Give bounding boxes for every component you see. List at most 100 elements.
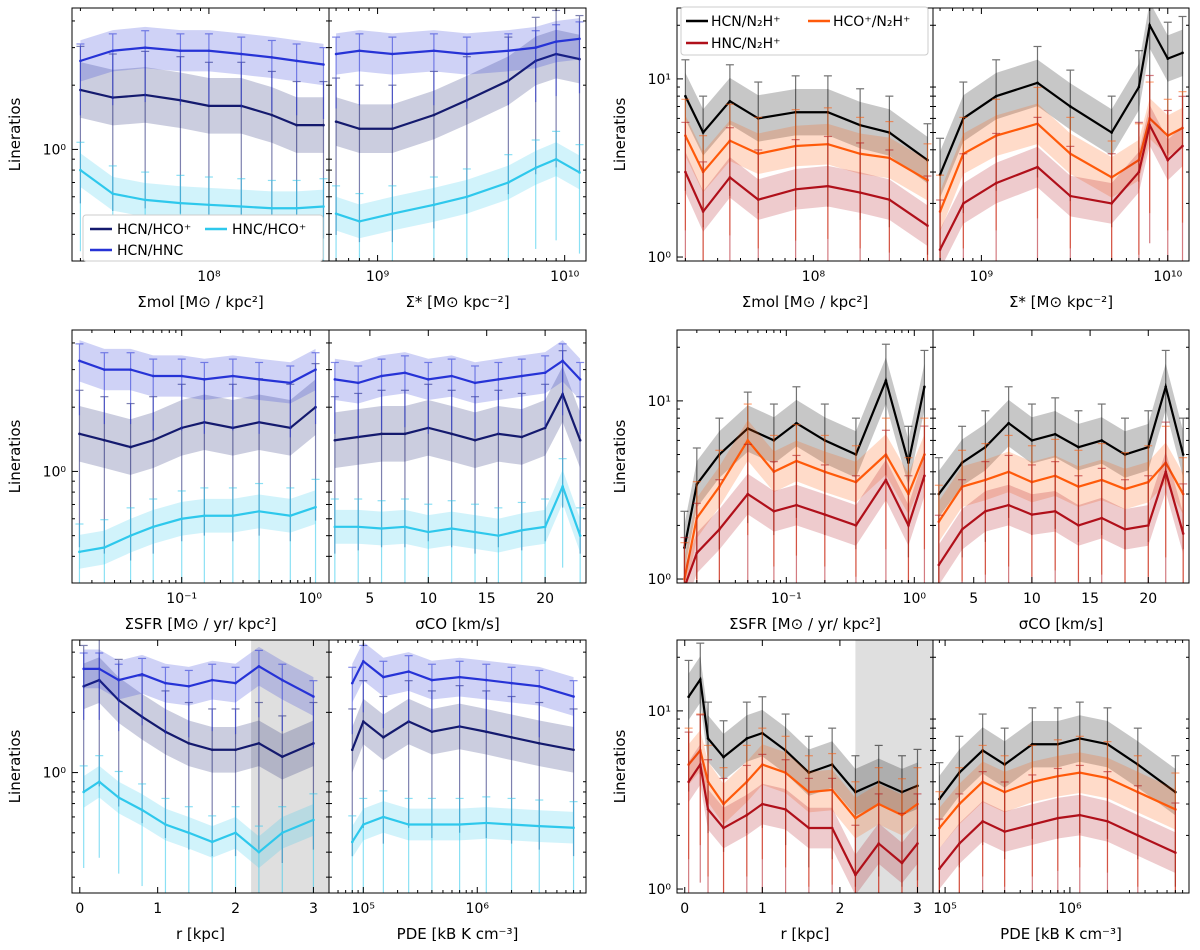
x-tick-label: 0	[75, 901, 84, 917]
data-point-hnc-n-h-0	[687, 780, 690, 784]
errorbar-hnc-n-h-6	[781, 759, 790, 893]
data-point-hcn-n-h-3	[722, 755, 725, 759]
x-tick-label: 15	[478, 591, 496, 607]
data-point-hcn-hco-7	[510, 736, 513, 739]
data-point-hcn-hnc-8	[257, 664, 261, 668]
errorbar-hnc-n-h-1	[958, 479, 967, 583]
data-point-hcn-hnc-1	[111, 49, 115, 53]
data-point-hcn-hnc-3	[151, 374, 155, 378]
band-hcn-hnc	[83, 646, 314, 716]
data-point-hnc-n-h-0	[938, 867, 941, 871]
x-axis-label: Σ* [M⊙ kpc⁻²]	[405, 293, 509, 311]
errorbar-hcn-hnc-6	[482, 663, 491, 732]
legend-label-hnc-hco: HNC/HCO⁺	[232, 222, 306, 238]
data-point-hcn-hco-0	[78, 432, 81, 436]
axes-frame	[932, 7, 1190, 262]
data-point-hnc-n-h-6	[1078, 813, 1082, 817]
plot-area	[935, 701, 1180, 893]
data-point-hcn-hnc-4	[465, 52, 469, 56]
errorbar-hnc-hco-9	[569, 801, 578, 893]
errorbar-hnc-n-h-5	[758, 753, 767, 893]
x-tick-label: 10⁻¹	[166, 591, 197, 607]
x-axis-label: σCO [km/s]	[1019, 615, 1103, 633]
errorbar-hnc-hco-9	[311, 478, 320, 583]
data-point-hcn-hco-0	[333, 438, 337, 442]
series-line-hcn-hco	[334, 391, 582, 442]
plot-area	[680, 343, 929, 583]
data-point-hcn-hnc-7	[497, 378, 500, 381]
series-line-hcn-hco	[79, 406, 317, 449]
data-point-hcn-hnc-0	[82, 667, 85, 671]
legend-left-box	[82, 214, 324, 262]
data-point-hnc-n-h-1	[960, 528, 964, 531]
data-point-hcn-n-h-2	[706, 737, 710, 740]
errorbar-hnc-n-h-0	[684, 731, 693, 893]
x-tick-label: 10	[1023, 591, 1041, 607]
data-point-hcn-hnc-2	[391, 52, 394, 56]
data-point-hnc-hco-4	[430, 823, 434, 826]
data-point-hnc-n-h-9	[907, 524, 910, 527]
data-point-hcn-hnc-2	[143, 46, 147, 49]
data-point-hnc-n-h-8	[1136, 834, 1140, 837]
band-hnc-n-h	[685, 151, 928, 246]
data-point-hcn-hnc-0	[333, 378, 337, 381]
data-point-hcn-hnc-7	[554, 40, 558, 43]
x-tick-label: 10⁰	[299, 591, 323, 607]
data-point-hnc-hco-3	[140, 808, 144, 812]
data-point-hnc-hco-5	[203, 514, 206, 518]
data-point-hnc-n-h-11	[900, 861, 904, 865]
panels-layer: 10⁸ 10⁰ Σmol [M⊙ / kpc²] Lineratios 10⁹ 10¹⁰ Σ…	[6, 7, 1190, 943]
data-point-hnc-hco-6	[473, 530, 477, 534]
y-axis-label: Lineratios	[6, 419, 24, 493]
errorbar-hcn-hnc-7	[507, 666, 516, 735]
errorbar-hcn-hnc-3	[429, 33, 438, 106]
band-hnc-n-h	[938, 451, 1184, 583]
errorbar-hcn-hnc-0	[75, 343, 84, 416]
data-point-hcn-hco-9	[280, 755, 284, 759]
band-hnc-hco	[83, 765, 314, 869]
band-hcn-hco	[83, 657, 314, 780]
errorbar-hnc-n-h-3	[1004, 454, 1013, 583]
errorbar-hnc-hco-7	[552, 130, 561, 241]
legend-label-hco-n2h: HCO⁺/N₂H⁺	[833, 14, 910, 30]
x-tick-label: 10¹⁰	[550, 269, 579, 285]
data-point-hcn-hco-1	[103, 438, 106, 442]
y-axis-label: Lineratios	[611, 729, 629, 803]
data-point-hnc-n-h-4	[772, 510, 776, 513]
data-point-hnc-n-h-5	[826, 184, 830, 188]
errorbar-hnc-hco-7	[494, 507, 503, 583]
data-point-hcn-hco-9	[543, 426, 547, 430]
errorbar-hnc-n-h-5	[1053, 767, 1062, 893]
data-point-hnc-n-h-5	[1053, 510, 1057, 513]
band-hnc-n-h	[939, 794, 1176, 890]
errorbar-hnc-hco-8	[286, 487, 295, 583]
errorbar-hnc-n-h-0	[680, 536, 689, 583]
band-hnc-hco	[334, 469, 581, 553]
errorbar-hcn-hnc-6	[531, 30, 540, 103]
data-point-hcn-hnc-0	[350, 681, 354, 685]
data-point-hcn-hnc-6	[231, 374, 235, 378]
errorbar-hnc-n-h-1	[699, 161, 708, 261]
series-line-hcn-hnc	[351, 659, 574, 698]
errorbar-hnc-n-h-10	[1161, 421, 1170, 583]
data-point-hnc-hco-0	[78, 550, 81, 554]
errorbar-hnc-n-h-0	[934, 514, 943, 583]
band-hco-n-h	[688, 730, 918, 839]
panel-left-row1-b: 10⁹ 10¹⁰ Σ* [M⊙ kpc⁻²]	[328, 7, 587, 311]
errorbar-hnc-n-h-2	[725, 127, 734, 261]
errorbar-hcn-hnc-4	[177, 358, 186, 431]
x-tick-label: 3	[309, 901, 318, 917]
errorbar-hcn-hnc-4	[204, 33, 213, 106]
y-axis-label: Lineratios	[6, 97, 24, 171]
errorbar-hcn-hnc-9	[541, 355, 550, 428]
series-line-hcn-hco	[351, 719, 574, 751]
data-point-hcn-hnc-9	[280, 678, 284, 682]
x-tick-label: 10⁵	[352, 901, 375, 917]
errorbar-hcn-hnc-4	[427, 663, 436, 732]
data-point-hnc-hco-0	[79, 168, 82, 172]
data-point-hcn-n-h-10	[923, 385, 926, 389]
band-hcn-hco	[334, 366, 581, 469]
data-point-hcn-hnc-7	[234, 681, 237, 685]
data-point-hcn-n-h-1	[698, 678, 702, 681]
